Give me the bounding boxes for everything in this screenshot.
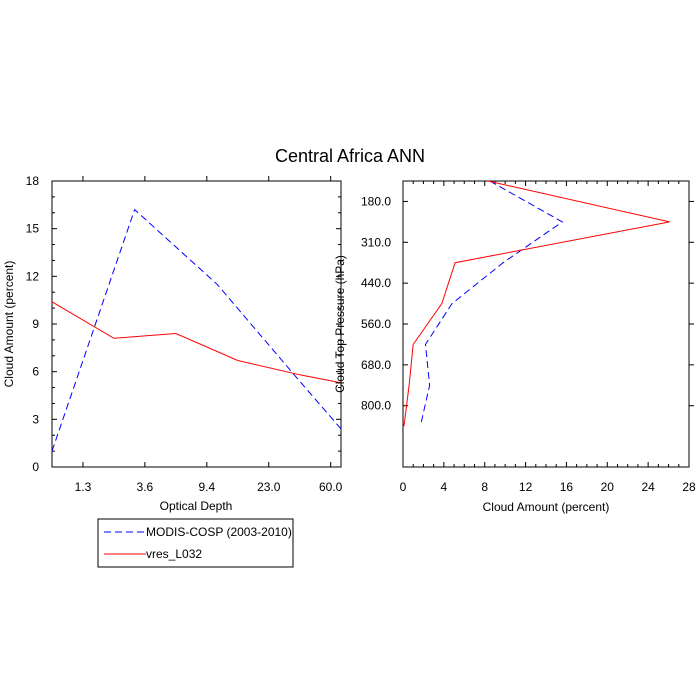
left-y-tick-label: 3: [32, 412, 39, 426]
right-y-tick-label: 310.0: [361, 235, 391, 249]
left-x-tick-label: 3.6: [137, 480, 154, 494]
right-series: [403, 180, 670, 427]
right-series-modis-line: [419, 180, 564, 427]
left-y-tick-label: 9: [32, 317, 39, 331]
right-y-tick-label: 440.0: [361, 276, 391, 290]
left-series-model-line: [51, 301, 342, 384]
right-y-tick-label: 180.0: [361, 194, 391, 208]
right-x-axis-label: Cloud Amount (percent): [483, 500, 610, 514]
left-y-tick-label: 15: [26, 222, 40, 236]
right-x-tick-label: 20: [601, 480, 615, 494]
right-x-tick-label: 12: [519, 480, 533, 494]
left-y-tick-label: 18: [26, 174, 40, 188]
left-y-ticks: 0 3 6 9 12 15 18: [26, 174, 341, 474]
right-x-tick-label: 8: [481, 480, 488, 494]
left-panel: 0 3 6 9 12 15 18 1.3 3.6 9.4 23.0 60.0 Optical Dep…: [2, 174, 343, 513]
right-x-tick-label: 16: [560, 480, 574, 494]
right-y-ticks: 180.0 310.0 440.0 560.0 680.0 800.0: [361, 194, 694, 413]
legend-box: [97, 518, 294, 568]
left-x-tick-label: 9.4: [198, 480, 215, 494]
right-x-tick-label: 24: [641, 480, 655, 494]
right-plot-frame: [402, 180, 690, 468]
chart-title: Central Africa ANN: [275, 146, 425, 166]
left-y-axis-label: Cloud Amount (percent): [2, 261, 16, 388]
right-x-tick-label: 28: [682, 480, 696, 494]
right-y-tick-label: 560.0: [361, 317, 391, 331]
right-panel: 180.0 310.0 440.0 560.0 680.0 800.0 0 4 8 12 16 20…: [333, 180, 696, 514]
right-x-tick-label: 0: [400, 480, 407, 494]
right-series-model-line: [403, 180, 670, 427]
left-y-tick-label: 6: [32, 365, 39, 379]
right-x-ticks: 0 4 8 12 16 20 24 28: [400, 181, 696, 494]
right-y-tick-label: 680.0: [361, 358, 391, 372]
legend-label-modis: MODIS-COSP (2003-2010): [146, 525, 292, 539]
left-x-tick-label: 1.3: [75, 480, 92, 494]
left-y-tick-label: 12: [26, 269, 40, 283]
left-x-tick-label: 23.0: [257, 480, 281, 494]
left-series-modis-line: [51, 208, 342, 452]
legend-label-model: vres_L032: [146, 547, 202, 561]
legend: MODIS-COSP (2003-2010) vres_L032: [97, 518, 294, 568]
left-series: [51, 208, 342, 452]
right-x-tick-label: 4: [441, 480, 448, 494]
left-y-tick-label: 0: [32, 460, 39, 474]
right-y-axis-label: Cloud Top Pressure (hPa): [333, 255, 347, 393]
left-x-axis-label: Optical Depth: [160, 499, 233, 513]
right-y-tick-label: 800.0: [361, 399, 391, 413]
left-x-tick-label: 60.0: [319, 480, 343, 494]
left-x-ticks: 1.3 3.6 9.4 23.0 60.0: [75, 176, 343, 494]
